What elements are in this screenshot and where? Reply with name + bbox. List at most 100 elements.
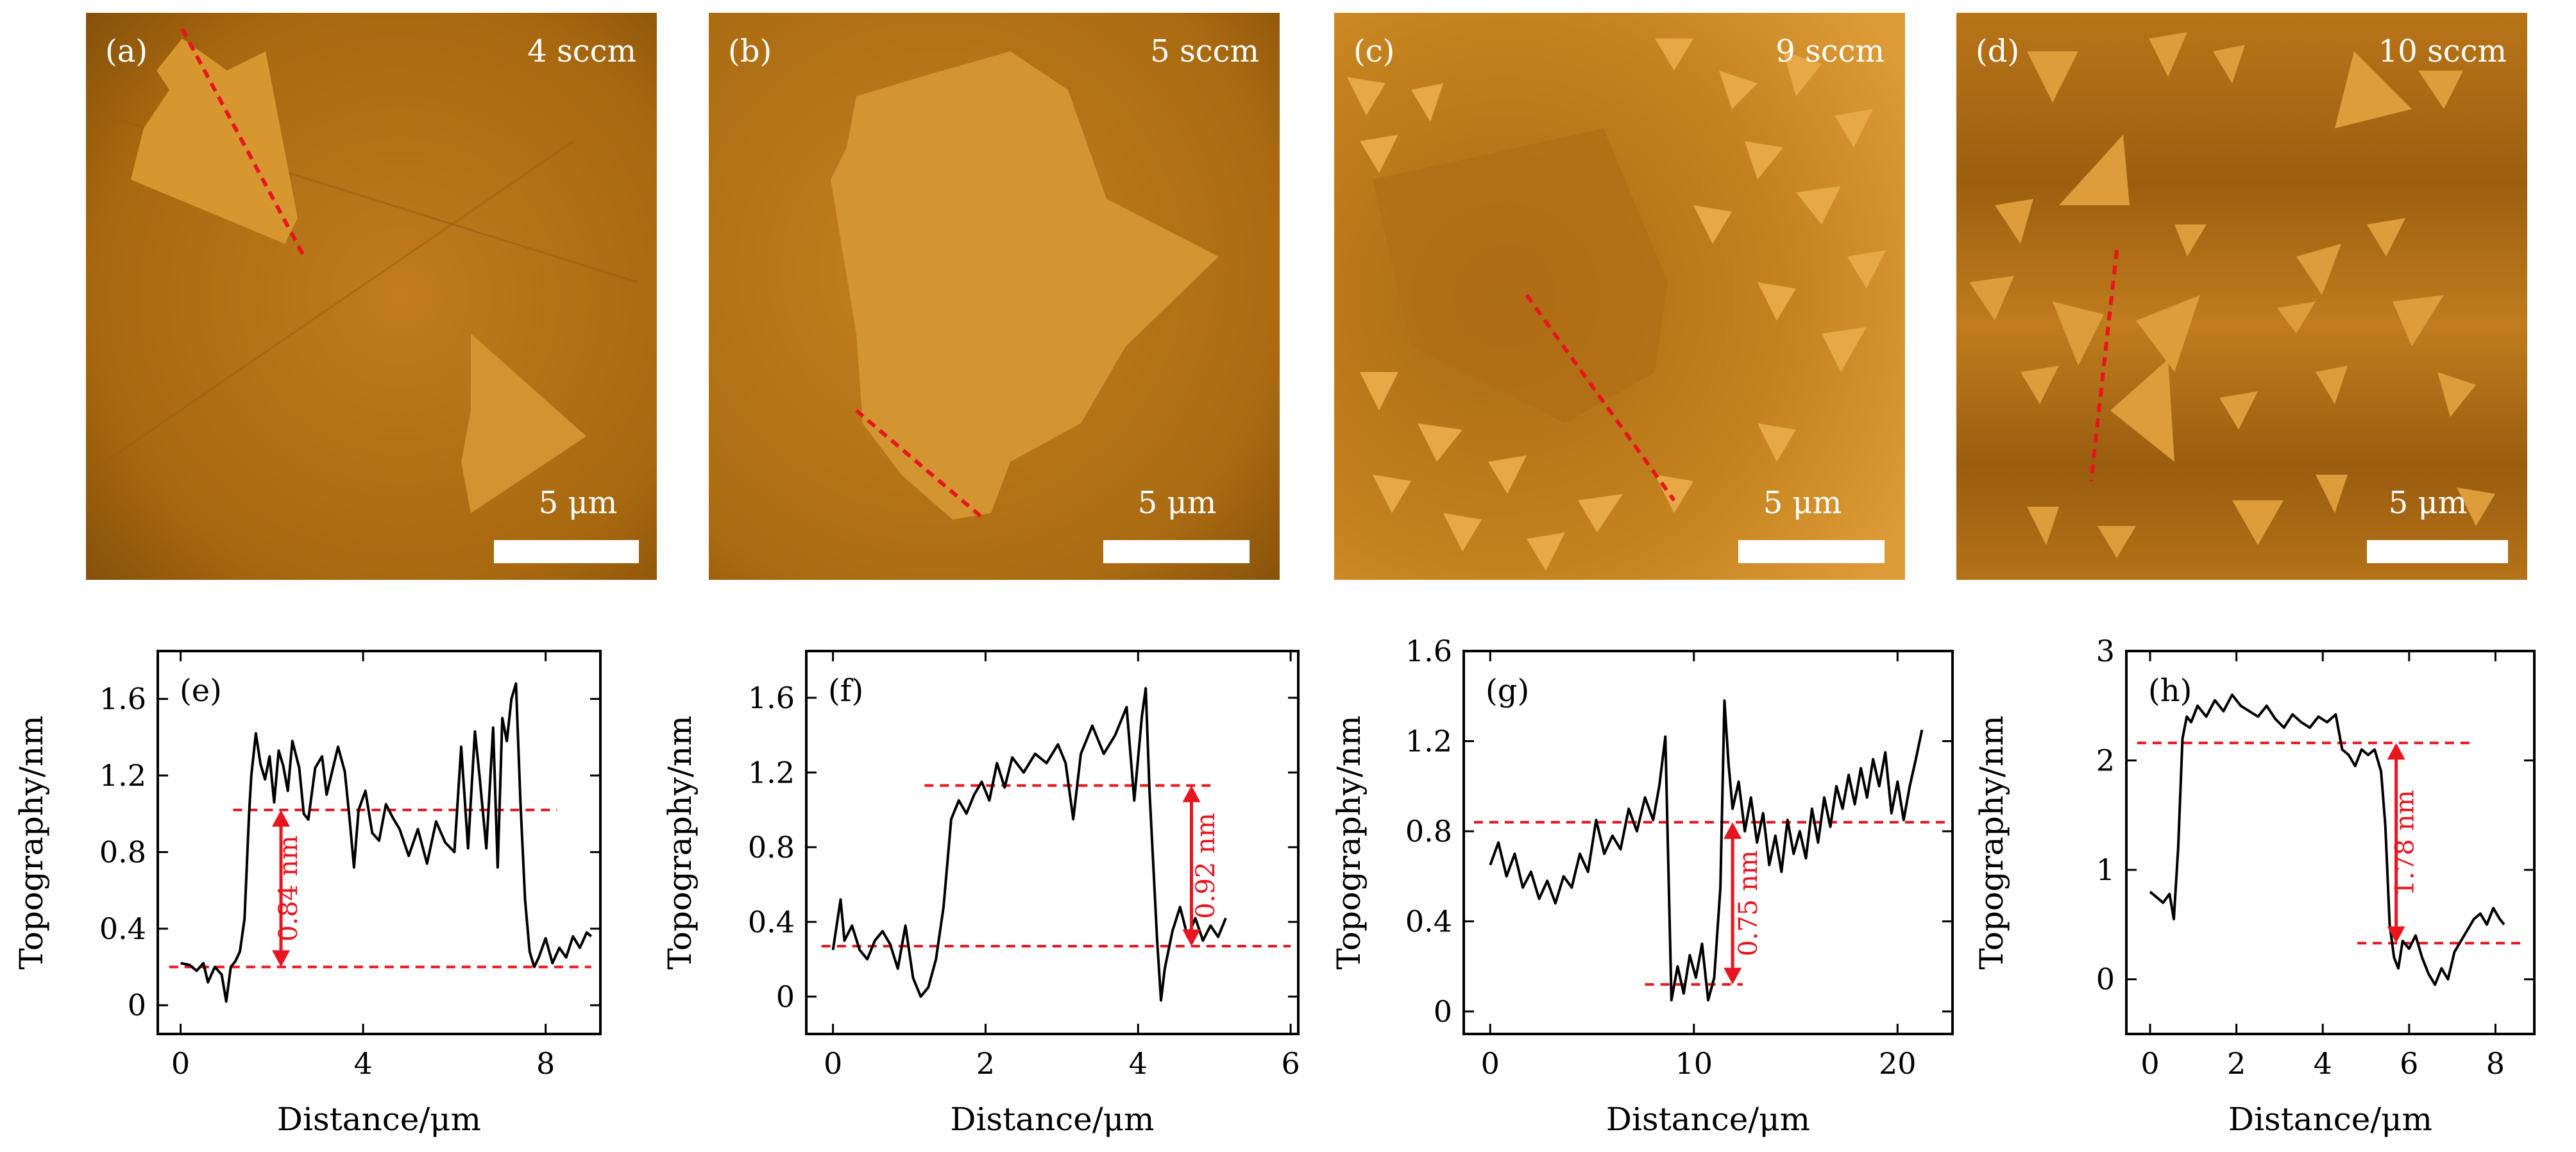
scale-bar-label-c: 5 μm (1763, 485, 1842, 521)
x-tick-label: 2 (2227, 1046, 2246, 1081)
scan-line-d (2089, 250, 2119, 482)
panel-label-a: (a) (105, 33, 148, 69)
step-arrow-head-down (272, 950, 291, 967)
scale-bar-d (2367, 540, 2508, 563)
profile-chart-h: 0 2 4 6 8 0 1 2 3 Distance/μm Topography/nm (h) 1.78… (1973, 634, 2536, 1138)
y-tick-label: 3 (2096, 634, 2115, 668)
profile-line (2149, 693, 2505, 987)
panel-label-b: (b) (728, 33, 772, 69)
step-height-label: 1.78 nm (2391, 790, 2420, 896)
plot-frame (2125, 650, 2536, 1035)
panel-label: (e) (180, 673, 222, 709)
y-tick-label: 2 (2096, 743, 2115, 778)
scan-line-a (180, 28, 306, 258)
profile-chart-g: 0 10 20 0 0.4 0.8 1.2 1.6 Distance/μm Topography/… (1330, 634, 1954, 1138)
y-axis-label: Topography/nm (1330, 715, 1368, 969)
flake-a2 (461, 334, 586, 513)
x-tick-label: 4 (1129, 1046, 1148, 1081)
panel-label: (f) (828, 673, 863, 709)
x-tick-label: 4 (2314, 1046, 2332, 1081)
scale-bar-label-b: 5 μm (1138, 485, 1217, 521)
profile-charts: 0 4 8 0 0.4 0.8 1.2 1.6 Distance/μm Topography/nm… (13, 634, 2536, 1138)
flow-rate-c: 9 sccm (1775, 33, 1885, 69)
step-arrow-head-up (2387, 743, 2405, 760)
plot-frame (157, 650, 602, 1035)
scale-bar-label-d: 5 μm (2389, 485, 2468, 521)
x-tick-label: 0 (2140, 1046, 2159, 1081)
flow-rate-b: 5 sccm (1150, 33, 1259, 69)
profile-line (831, 687, 1227, 1002)
plot-frame (1462, 650, 1954, 1035)
profile-line (180, 682, 593, 1003)
x-axis-label: Distance/μm (950, 1101, 1154, 1138)
y-tick-label: 0 (1434, 994, 1452, 1029)
panel-label-d: (d) (1976, 33, 2019, 69)
x-tick-label: 8 (536, 1046, 555, 1081)
x-tick-label: 4 (353, 1046, 372, 1081)
scale-bar-c (1738, 540, 1885, 563)
scale-bar-b (1103, 540, 1250, 563)
x-tick-label: 20 (1879, 1046, 1917, 1081)
flake-c-large (1373, 128, 1668, 423)
x-axis-label: Distance/μm (1606, 1101, 1810, 1138)
step-height-label: 0.84 nm (274, 835, 303, 941)
step-arrow-head-up (1724, 822, 1742, 839)
step-arrow-head-down (1182, 929, 1201, 947)
y-tick-label: 0 (2096, 962, 2115, 997)
flake-b (831, 51, 1219, 520)
flow-rate-a: 4 sccm (527, 33, 636, 69)
step-arrow-head-down (1724, 967, 1742, 985)
x-tick-label: 6 (1281, 1046, 1300, 1081)
x-axis-label: Distance/μm (2228, 1101, 2432, 1138)
x-tick-label: 10 (1675, 1046, 1713, 1081)
afm-image-d (1956, 13, 2527, 580)
panel-label: (g) (1486, 673, 1529, 709)
afm-panel-b: (b) 5 sccm 5 μm (709, 13, 1280, 580)
panel-label: (h) (2148, 673, 2192, 709)
flow-rate-d: 10 sccm (2378, 33, 2507, 69)
step-height-label: 0.92 nm (1191, 813, 1221, 919)
scale-bar-a (494, 540, 639, 563)
x-tick-label: 6 (2400, 1046, 2418, 1081)
y-tick-label: 0 (128, 988, 146, 1022)
y-tick-label: 1.2 (1405, 724, 1452, 758)
profile-chart-f: 0 2 4 6 0 0.4 0.8 1.2 1.6 Distance/μm Topography/n… (661, 650, 1300, 1138)
x-tick-label: 8 (2486, 1046, 2505, 1081)
scale-bar-label-a: 5 μm (539, 485, 618, 521)
y-tick-label: 0.4 (1405, 904, 1452, 938)
y-tick-label: 1.6 (1405, 634, 1452, 668)
step-height-label: 0.75 nm (1734, 851, 1763, 956)
scan-line-b (855, 409, 986, 521)
y-tick-label: 0.8 (748, 830, 795, 865)
y-tick-label: 0 (776, 979, 795, 1014)
flake-a1 (131, 38, 298, 244)
afm-panel-d: (d) 10 sccm 5 μm (1956, 13, 2527, 580)
x-tick-label: 2 (976, 1046, 995, 1081)
profile-chart-e: 0 4 8 0 0.4 0.8 1.2 1.6 Distance/μm Topography/nm… (13, 650, 602, 1138)
scan-line-c (1525, 294, 1676, 502)
y-axis-label: Topography/nm (661, 715, 699, 969)
profile-line (1489, 699, 1924, 1002)
y-tick-label: 0.8 (99, 834, 146, 869)
x-tick-label: 0 (171, 1046, 190, 1081)
y-tick-label: 1 (2096, 852, 2115, 887)
y-tick-label: 0.8 (1405, 814, 1452, 849)
y-tick-label: 1.6 (99, 682, 146, 716)
panel-label-c: (c) (1353, 33, 1394, 69)
x-tick-label: 0 (1481, 1046, 1500, 1081)
y-tick-label: 1.2 (99, 758, 146, 793)
step-arrow-head-down (2387, 926, 2405, 944)
flake-cluster-c (1347, 38, 1886, 571)
step-arrow-head-up (272, 809, 291, 827)
afm-panel-c: (c) 9 sccm 5 μm (1334, 13, 1905, 580)
y-tick-label: 1.2 (748, 755, 795, 790)
y-axis-label: Topography/nm (13, 715, 50, 969)
plot-frame (805, 650, 1300, 1035)
x-tick-label: 0 (824, 1046, 842, 1081)
y-axis-label: Topography/nm (1973, 715, 2010, 969)
afm-panel-a: (a) 4 sccm 5 μm (86, 13, 657, 580)
flake-cluster-d (1969, 32, 2495, 558)
y-tick-label: 0.4 (99, 911, 146, 946)
y-tick-label: 1.6 (748, 681, 795, 715)
